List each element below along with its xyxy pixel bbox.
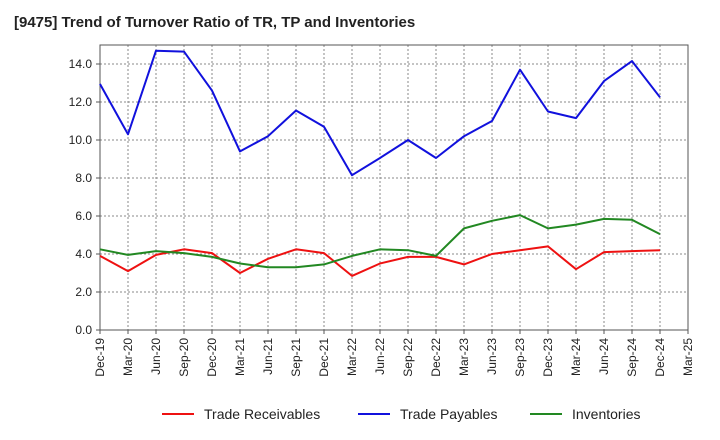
- y-tick-label: 2.0: [75, 285, 92, 299]
- x-tick-label: Dec-22: [429, 338, 443, 377]
- legend-label: Trade Payables: [400, 406, 498, 422]
- y-tick-label: 14.0: [69, 57, 93, 71]
- x-tick-label: Mar-21: [233, 338, 247, 376]
- x-tick-label: Mar-24: [569, 338, 583, 376]
- x-tick-label: Mar-20: [121, 338, 135, 376]
- series-line-trade-receivables: [99, 245, 661, 277]
- x-tick-label: Dec-24: [653, 338, 667, 377]
- x-tick-label: Sep-24: [625, 338, 639, 377]
- y-tick-label: 12.0: [69, 95, 93, 109]
- x-tick-label: Mar-25: [681, 338, 695, 376]
- x-tick-label: Jun-24: [597, 338, 611, 375]
- x-tick-label: Jun-22: [373, 338, 387, 375]
- grid: [99, 45, 689, 331]
- legend-item-trade-payables: Trade Payables: [358, 406, 498, 422]
- x-tick-label: Dec-21: [317, 338, 331, 377]
- y-tick-label: 0.0: [75, 323, 92, 337]
- y-tick-label: 6.0: [75, 209, 92, 223]
- legend-item-inventories: Inventories: [530, 406, 640, 422]
- chart-title: [9475] Trend of Turnover Ratio of TR, TP…: [14, 14, 416, 31]
- x-tick-label: Dec-20: [205, 338, 219, 377]
- x-tick-label: Sep-22: [401, 338, 415, 377]
- x-tick-label: Sep-20: [177, 338, 191, 377]
- series-line-inventories: [99, 214, 661, 269]
- y-tick-label: 8.0: [75, 171, 92, 185]
- series-lines: [99, 49, 661, 277]
- x-tick-label: Mar-23: [457, 338, 471, 376]
- x-tick-label: Dec-23: [541, 338, 555, 377]
- x-tick-label: Jun-23: [485, 338, 499, 375]
- x-tick-label: Jun-20: [149, 338, 163, 375]
- x-tick-label: Sep-23: [513, 338, 527, 377]
- y-tick-label: 10.0: [69, 133, 93, 147]
- series-line-trade-payables: [99, 49, 661, 177]
- legend-label: Inventories: [572, 406, 640, 422]
- y-tick-label: 4.0: [75, 247, 92, 261]
- legend: Trade Receivables Trade Payables Inventori…: [162, 406, 640, 422]
- x-tick-label: Sep-21: [289, 338, 303, 377]
- legend-label: Trade Receivables: [204, 406, 320, 422]
- x-tick-label: Jun-21: [261, 338, 275, 375]
- x-tick-label: Dec-19: [93, 338, 107, 377]
- y-axis: 0.0 2.0 4.0 6.0 8.0 10.0 12.0 14.0: [69, 57, 100, 337]
- x-tick-label: Mar-22: [345, 338, 359, 376]
- x-axis: Dec-19 Mar-20 Jun-20 Sep-20 Dec-20 Mar-21 Jun-…: [93, 330, 695, 377]
- legend-item-trade-receivables: Trade Receivables: [162, 406, 320, 422]
- plot-area: [99, 44, 689, 331]
